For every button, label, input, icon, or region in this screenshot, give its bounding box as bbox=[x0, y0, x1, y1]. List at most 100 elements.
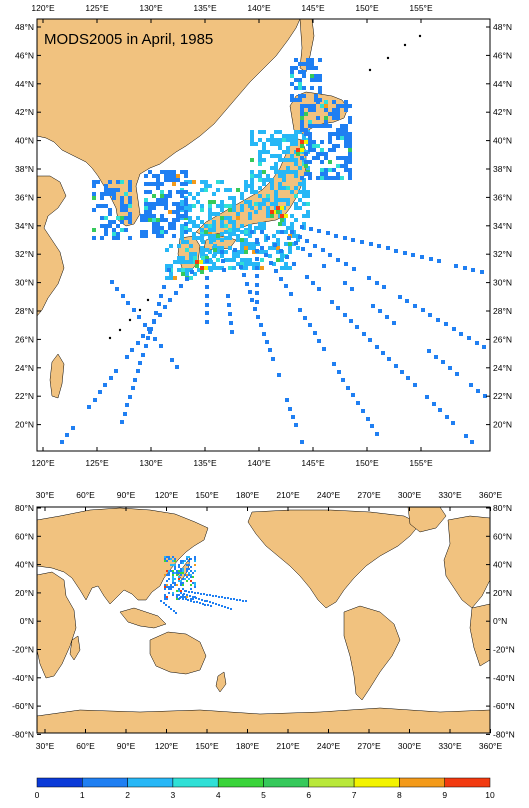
obs-cell bbox=[340, 156, 344, 160]
x-tick-label-top: 135°E bbox=[193, 3, 217, 13]
obs-cell bbox=[286, 170, 290, 174]
obs-cell bbox=[272, 262, 276, 266]
obs-cell bbox=[164, 174, 168, 178]
obs-cell bbox=[143, 323, 147, 327]
obs-cell bbox=[156, 178, 160, 182]
obs-cell bbox=[324, 176, 328, 180]
obs-cell bbox=[93, 398, 97, 402]
obs-cell bbox=[200, 188, 204, 192]
obs-cell bbox=[244, 242, 248, 246]
obs-cell bbox=[260, 246, 264, 250]
obs-cell bbox=[306, 66, 310, 70]
obs-cell bbox=[260, 258, 264, 262]
obs-cell bbox=[202, 603, 204, 605]
obs-cell bbox=[300, 128, 304, 132]
obs-cell bbox=[280, 214, 284, 218]
obs-cell bbox=[310, 86, 314, 90]
obs-cell bbox=[152, 202, 156, 206]
obs-cell bbox=[206, 600, 208, 602]
obs-cell bbox=[290, 142, 294, 146]
obs-cell bbox=[236, 212, 240, 216]
obs-cell bbox=[258, 174, 262, 178]
obs-cell bbox=[254, 210, 258, 214]
obs-cell bbox=[177, 244, 181, 248]
obs-cell bbox=[437, 259, 441, 263]
obs-cell bbox=[296, 238, 300, 242]
obs-cell bbox=[169, 244, 173, 248]
obs-cell bbox=[305, 275, 309, 279]
obs-cell bbox=[174, 560, 176, 562]
obs-cell bbox=[348, 136, 352, 140]
obs-cell bbox=[284, 284, 288, 288]
obs-cell bbox=[240, 230, 244, 234]
obs-cell bbox=[185, 277, 189, 281]
y-tick-label-right: 36°N bbox=[493, 192, 512, 202]
obs-cell bbox=[302, 214, 306, 218]
colorbar-bin bbox=[127, 777, 174, 788]
obs-cell bbox=[300, 144, 304, 148]
obs-cell bbox=[230, 598, 232, 600]
obs-cell bbox=[344, 144, 348, 148]
obs-cell bbox=[336, 108, 340, 112]
obs-cell bbox=[320, 160, 324, 164]
obs-cell bbox=[290, 222, 294, 226]
obs-cell bbox=[361, 409, 365, 413]
obs-cell bbox=[186, 556, 188, 558]
obs-cell bbox=[316, 152, 320, 156]
obs-cell bbox=[303, 316, 307, 320]
y-tick-label-left: 0°N bbox=[20, 616, 34, 626]
obs-cell bbox=[174, 564, 176, 566]
y-tick-label-left: 34°N bbox=[15, 221, 34, 231]
obs-cell bbox=[156, 202, 160, 206]
obs-cell bbox=[184, 578, 186, 580]
obs-cell bbox=[351, 238, 355, 242]
obs-cell bbox=[266, 206, 270, 210]
obs-cell bbox=[324, 108, 328, 112]
y-tick-label-right: 20°N bbox=[493, 420, 512, 430]
obs-cell bbox=[273, 243, 277, 247]
colorbar-bin bbox=[353, 777, 400, 788]
obs-cell bbox=[208, 184, 212, 188]
obs-cell bbox=[250, 138, 254, 142]
obs-cell bbox=[194, 564, 196, 566]
obs-cell bbox=[144, 230, 148, 234]
x-tick-label-bottom: 150°E bbox=[195, 741, 219, 751]
obs-cell bbox=[205, 259, 209, 263]
obs-cell bbox=[92, 184, 96, 188]
obs-cell bbox=[356, 401, 360, 405]
obs-cell bbox=[278, 186, 282, 190]
obs-cell bbox=[229, 321, 233, 325]
obs-cell bbox=[186, 570, 188, 572]
obs-cell bbox=[348, 120, 352, 124]
obs-cell bbox=[298, 182, 302, 186]
obs-cell bbox=[291, 415, 295, 419]
obs-cell bbox=[87, 405, 91, 409]
obs-cell bbox=[298, 166, 302, 170]
obs-cell bbox=[308, 160, 312, 164]
obs-cell bbox=[274, 142, 278, 146]
obs-cell bbox=[184, 226, 188, 230]
obs-cell bbox=[149, 327, 153, 331]
obs-cell bbox=[185, 240, 189, 244]
obs-cell bbox=[240, 208, 244, 212]
obs-cell bbox=[176, 594, 178, 596]
obs-cell bbox=[266, 178, 270, 182]
obs-cell bbox=[286, 146, 290, 150]
obs-cell bbox=[148, 206, 152, 210]
obs-cell bbox=[159, 344, 163, 348]
obs-cell bbox=[274, 162, 278, 166]
obs-cell bbox=[166, 580, 168, 582]
obs-cell bbox=[280, 258, 284, 262]
y-tick-label-left: 40°N bbox=[15, 560, 34, 570]
obs-cell bbox=[337, 370, 341, 374]
obs-cell bbox=[172, 594, 174, 596]
obs-cell bbox=[260, 266, 264, 270]
obs-cell bbox=[318, 78, 322, 82]
obs-cell bbox=[190, 270, 194, 274]
obs-cell bbox=[178, 572, 180, 574]
obs-cell bbox=[133, 378, 137, 382]
obs-cell bbox=[192, 572, 194, 574]
obs-cell bbox=[244, 200, 248, 204]
obs-cell bbox=[290, 226, 294, 230]
obs-cell bbox=[205, 294, 209, 298]
